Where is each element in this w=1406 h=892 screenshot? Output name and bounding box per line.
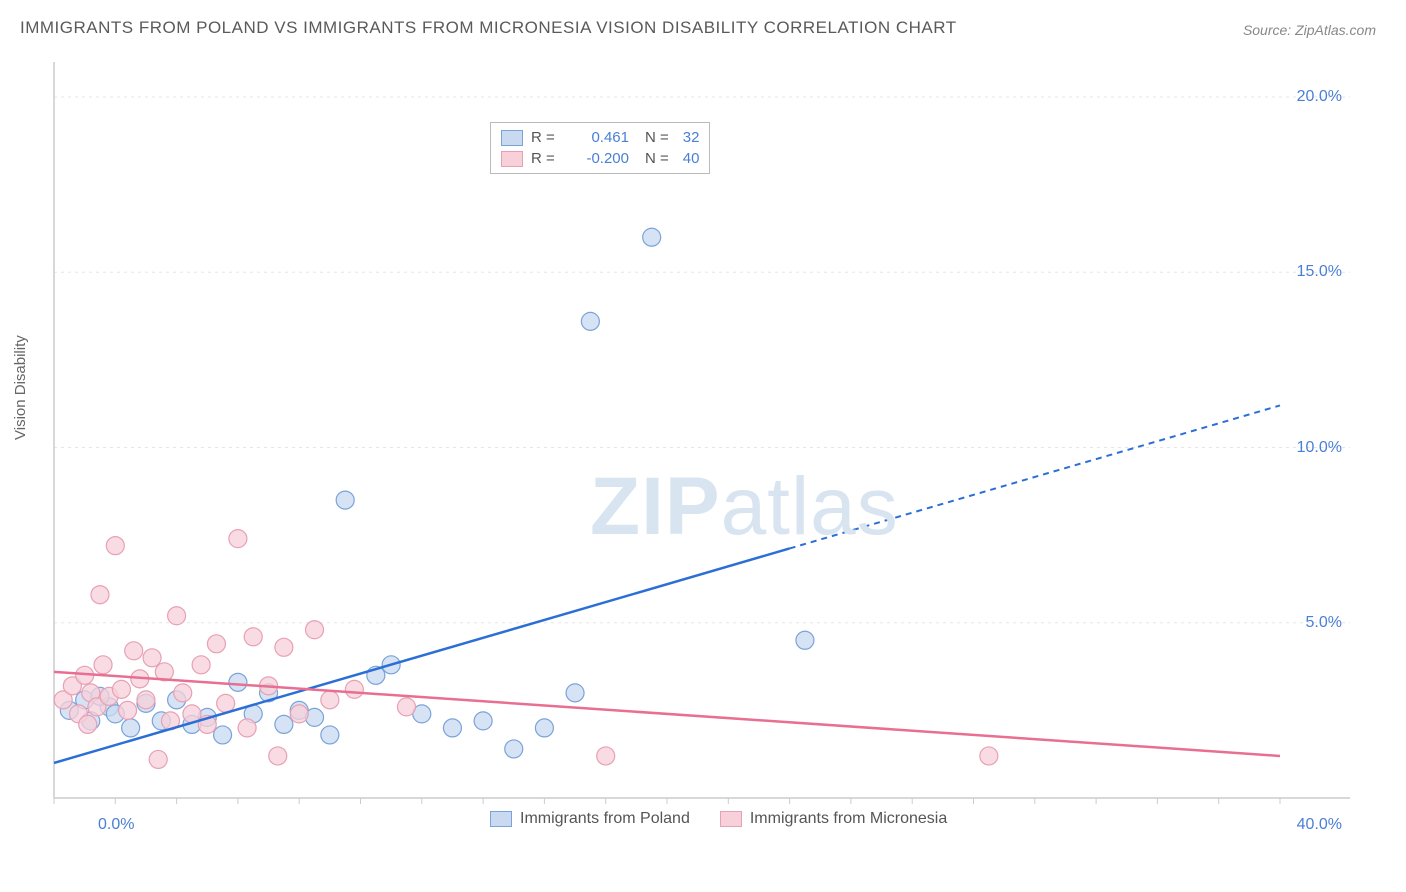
legend-swatch (501, 151, 523, 167)
y-axis-tick-label: 15.0% (1297, 263, 1342, 281)
x-axis-max-label: 40.0% (1297, 816, 1342, 834)
chart-title: IMMIGRANTS FROM POLAND VS IMMIGRANTS FRO… (20, 18, 957, 38)
correlation-legend-row: R =-0.200N =40 (501, 148, 699, 169)
correlation-legend: R =0.461N =32R =-0.200N =40 (490, 122, 710, 174)
series-legend-label: Immigrants from Micronesia (750, 810, 947, 828)
x-axis-min-label: 0.0% (98, 816, 134, 834)
y-axis-tick-label: 20.0% (1297, 88, 1342, 106)
legend-swatch (490, 811, 512, 827)
source-attribution: Source: ZipAtlas.com (1243, 22, 1376, 38)
series-legend: Immigrants from Poland Immigrants from Mi… (490, 810, 947, 828)
legend-swatch (720, 811, 742, 827)
series-legend-label: Immigrants from Poland (520, 810, 690, 828)
y-axis-label: Vision Disability (12, 335, 29, 440)
legend-swatch (501, 130, 523, 146)
y-axis-tick-label: 10.0% (1297, 439, 1342, 457)
y-axis-tick-label: 5.0% (1306, 614, 1342, 632)
correlation-legend-row: R =0.461N =32 (501, 127, 699, 148)
scatter-plot-svg (50, 60, 1370, 840)
series-legend-item: Immigrants from Micronesia (720, 810, 947, 828)
series-legend-item: Immigrants from Poland (490, 810, 690, 828)
chart-area: ZIPatlas R =0.461N =32R =-0.200N =40 0.0… (50, 60, 1370, 840)
